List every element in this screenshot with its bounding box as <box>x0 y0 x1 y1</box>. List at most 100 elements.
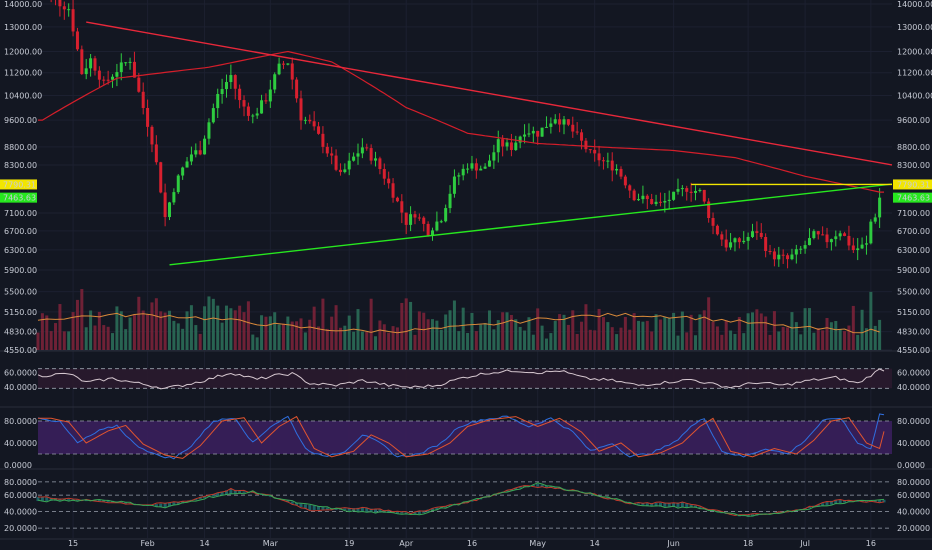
volume-bar <box>391 326 395 350</box>
volume-bar <box>619 327 623 350</box>
volume-bar <box>685 332 689 350</box>
last-price-tag-left-bg <box>0 192 37 203</box>
volume-bar <box>325 328 329 350</box>
volume-bar <box>334 305 338 350</box>
volume-bar <box>601 317 605 350</box>
volume-bar <box>281 323 285 350</box>
candle-down <box>264 100 268 102</box>
volume-bar <box>290 321 294 350</box>
oscillator-bar <box>290 501 294 504</box>
volume-bar <box>615 334 619 350</box>
oscillator-bar <box>224 490 228 495</box>
candle-down <box>141 91 145 108</box>
volume-bar <box>216 305 220 350</box>
candle-down <box>772 251 776 260</box>
indicator-tick-right: 60.0000 <box>897 369 930 378</box>
volume-bar <box>790 312 794 350</box>
volume-bar <box>97 311 101 350</box>
oscillator-bar <box>523 485 527 488</box>
volume-bar <box>637 320 641 350</box>
candle-down <box>137 77 141 92</box>
candle-up <box>89 58 93 69</box>
volume-bar <box>847 325 851 350</box>
volume-bar <box>251 334 255 350</box>
volume-bar <box>527 317 531 350</box>
candle-down <box>597 153 601 161</box>
candle-up <box>553 119 557 124</box>
volume-bar <box>663 316 667 350</box>
volume-bar <box>330 316 334 350</box>
oscillator-bar <box>286 500 290 503</box>
volume-bar <box>422 312 426 350</box>
candle-up <box>260 100 264 114</box>
candle-up <box>641 195 645 200</box>
volume-bar <box>128 317 132 350</box>
rsi-pane: 60.0000 60.0000 40.0000 40.0000 <box>0 350 932 392</box>
resistance-price-tag-right: 7790.31 <box>897 180 930 189</box>
volume-bar <box>487 310 491 350</box>
candle-up <box>750 231 754 237</box>
volume-bar <box>224 305 228 350</box>
candle-down <box>312 121 316 127</box>
x-tick-label: Jun <box>666 539 680 548</box>
oscillator-bar <box>470 500 474 502</box>
oscillator-bar <box>834 499 838 504</box>
last-price-tag-left: 7463.63 <box>3 194 36 203</box>
candle-down <box>417 217 421 219</box>
price-tick-label-left: 6700.00 <box>4 227 37 236</box>
volume-bar <box>119 311 123 350</box>
candle-down <box>58 0 62 7</box>
candle-down <box>246 106 250 116</box>
volume-bar <box>338 327 342 350</box>
candle-up <box>448 193 452 209</box>
volume-bar <box>435 320 439 350</box>
volume-bar <box>132 314 136 350</box>
volume-bar <box>146 314 150 350</box>
candle-up <box>435 221 439 231</box>
oscillator-bar <box>843 500 847 503</box>
oscillator-bar <box>295 502 299 506</box>
price-tick-label-right: 8800.00 <box>897 143 930 152</box>
volume-bar <box>856 334 860 350</box>
volume-bar <box>172 320 176 350</box>
volume-bar <box>479 324 483 350</box>
candle-down <box>395 197 399 202</box>
candle-down <box>132 61 136 78</box>
oscillator-bar <box>97 499 101 502</box>
oscillator-bar <box>685 503 689 508</box>
oscillator-bar <box>168 502 172 507</box>
oscillator-bar <box>694 505 698 508</box>
candle-up <box>873 217 877 222</box>
oscillator-bar <box>422 510 426 514</box>
price-tick-label-left: 4830.00 <box>4 328 37 337</box>
volume-bar <box>238 305 242 350</box>
volume-bar <box>75 299 79 350</box>
volume-bar <box>198 333 202 350</box>
candle-down <box>71 9 75 32</box>
volume-bar <box>461 307 465 350</box>
candle-down <box>768 250 772 252</box>
candle-up <box>286 63 290 65</box>
volume-bar <box>698 314 702 350</box>
candle-up <box>229 75 233 83</box>
volume-bar <box>680 311 684 350</box>
volume-bar <box>89 310 93 350</box>
oscillator-bar <box>676 502 680 508</box>
candle-up <box>864 243 868 245</box>
volume-bar <box>781 326 785 350</box>
price-tick-label-right: 12000.00 <box>897 47 932 56</box>
volume-bar <box>838 329 842 350</box>
oscillator-bar <box>689 504 693 508</box>
resistance-price-tag-left-bg <box>0 179 37 190</box>
volume-bar <box>54 323 58 350</box>
volume-bar <box>597 308 601 350</box>
candle-down <box>737 238 741 243</box>
candle-up <box>549 123 553 127</box>
candle-down <box>711 217 715 226</box>
volume-bar <box>382 324 386 350</box>
candle-up <box>128 61 132 63</box>
volume-bar <box>694 335 698 350</box>
rsi-line <box>37 368 885 390</box>
oscillator-bar <box>672 502 676 508</box>
